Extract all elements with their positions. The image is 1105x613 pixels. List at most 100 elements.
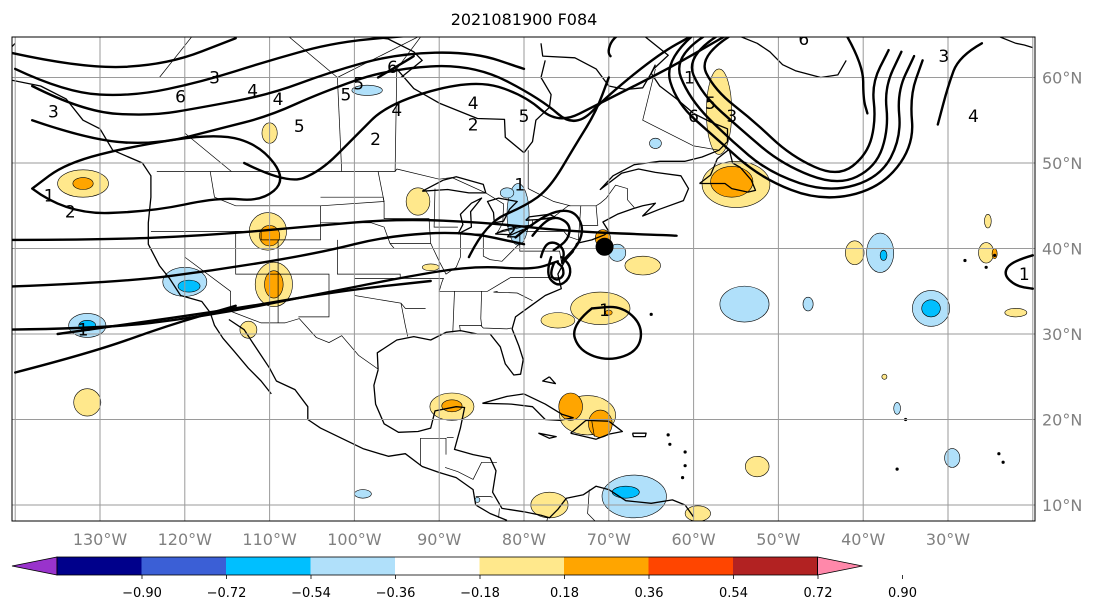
anomaly-patch — [984, 214, 992, 229]
anomaly-patch — [264, 270, 284, 299]
island — [1061, 309, 1064, 312]
anomaly-patch — [684, 505, 711, 521]
contour-label: 1 — [684, 69, 695, 89]
coastline — [998, 37, 1033, 49]
colorbar-segment — [733, 557, 818, 575]
island — [666, 433, 670, 437]
contour-line — [14, 37, 410, 97]
coastlines — [12, 37, 1085, 521]
anomaly-patch — [73, 388, 102, 417]
contour-label: 4 — [468, 94, 479, 114]
contour-lines — [12, 37, 1034, 374]
contour-label: 5 — [294, 117, 305, 137]
border-line — [396, 168, 635, 234]
contour-label: 5 — [705, 94, 716, 114]
contour-label: 3 — [209, 69, 220, 89]
colorbar-segment — [564, 557, 649, 575]
axis-layer: 130°W 120°W 110°W 100°W 90°W 80°W 70°W 60°W 50°W… — [73, 69, 1083, 550]
coastline — [570, 419, 624, 440]
colorbar-segment — [479, 557, 564, 575]
colorbar-tick-label: 0.36 — [635, 586, 664, 601]
contour-line — [31, 51, 526, 116]
anomaly-patch — [558, 392, 583, 421]
contour-line — [243, 37, 726, 181]
anomaly-patch — [944, 448, 961, 468]
contour-line — [14, 304, 237, 374]
contour-line — [12, 231, 526, 288]
anomaly-patch — [991, 248, 998, 260]
lon-tick-label: 110°W — [242, 530, 297, 549]
contour-label: 2 — [65, 203, 76, 223]
border-line — [444, 461, 497, 480]
coastline — [482, 393, 574, 422]
contour-line — [514, 209, 584, 263]
border-line — [493, 290, 533, 302]
anomaly-patch — [177, 279, 201, 293]
anomaly-patch — [845, 240, 865, 266]
island — [997, 452, 1001, 456]
border-line — [525, 205, 582, 241]
contour-label: 2 — [370, 130, 381, 150]
contour-line — [12, 218, 678, 242]
border-line — [480, 325, 512, 330]
colorbar-frame — [56, 556, 818, 576]
anomaly-patch — [719, 285, 770, 323]
border-line — [337, 77, 343, 172]
colorbar-tick-label: 0.72 — [804, 586, 833, 601]
contour-line — [550, 261, 565, 281]
lat-tick-label: 60°N — [1042, 69, 1082, 88]
colorbar-tick-label: −0.90 — [122, 586, 162, 601]
lon-tick-label: 60°W — [672, 530, 716, 549]
contour-label: 3 — [726, 107, 737, 127]
contour-line — [12, 260, 560, 331]
coastline — [538, 432, 557, 439]
island — [1057, 347, 1060, 350]
colorbar-segment — [310, 557, 395, 575]
colorbar-tick-label: 0.18 — [550, 586, 579, 601]
lat-tick-label: 20°N — [1042, 411, 1082, 430]
contour-label: 3 — [938, 47, 949, 67]
contour-line — [678, 37, 916, 190]
border-line — [587, 489, 596, 521]
border-line — [235, 231, 279, 323]
anomaly-patch — [710, 166, 754, 198]
lon-tick-label: 100°W — [327, 530, 382, 549]
island — [1082, 347, 1085, 350]
border-line — [277, 239, 330, 318]
island — [683, 464, 687, 468]
contour-label: 4 — [273, 90, 284, 110]
coastline — [542, 376, 557, 385]
contour-label: 6 — [798, 30, 809, 50]
colorbar-tick-label: −0.72 — [207, 586, 247, 601]
lon-tick-label: 30°W — [926, 530, 970, 549]
colorbar-extend-low — [11, 556, 58, 576]
contour-label: 6 — [688, 107, 699, 127]
border-line — [580, 205, 599, 226]
anomaly-patch — [405, 187, 431, 216]
contour-line — [376, 54, 415, 79]
colorbar-tick-label: 0.54 — [719, 586, 748, 601]
island — [1001, 460, 1005, 464]
contour-label: 1 — [599, 301, 610, 321]
contour-line — [30, 135, 282, 215]
colorbar-segment — [141, 557, 226, 575]
contour-label: 5 — [519, 107, 530, 127]
contour-label: 3 — [48, 103, 59, 123]
contour-label: 4 — [391, 101, 402, 121]
colorbar-tick-label: −0.36 — [376, 586, 416, 601]
island — [649, 312, 653, 316]
anomaly-patch — [421, 263, 440, 272]
colorbar-extend-high — [817, 556, 863, 576]
contour-label: 1 — [514, 175, 525, 195]
border-line — [394, 37, 421, 172]
island — [668, 442, 672, 446]
contour-line — [12, 37, 237, 69]
contour-line — [936, 42, 984, 126]
contour-label: 2 — [468, 116, 479, 136]
anomaly-patch — [540, 312, 576, 329]
coastline — [228, 318, 508, 521]
island — [895, 467, 899, 471]
island — [683, 450, 687, 454]
